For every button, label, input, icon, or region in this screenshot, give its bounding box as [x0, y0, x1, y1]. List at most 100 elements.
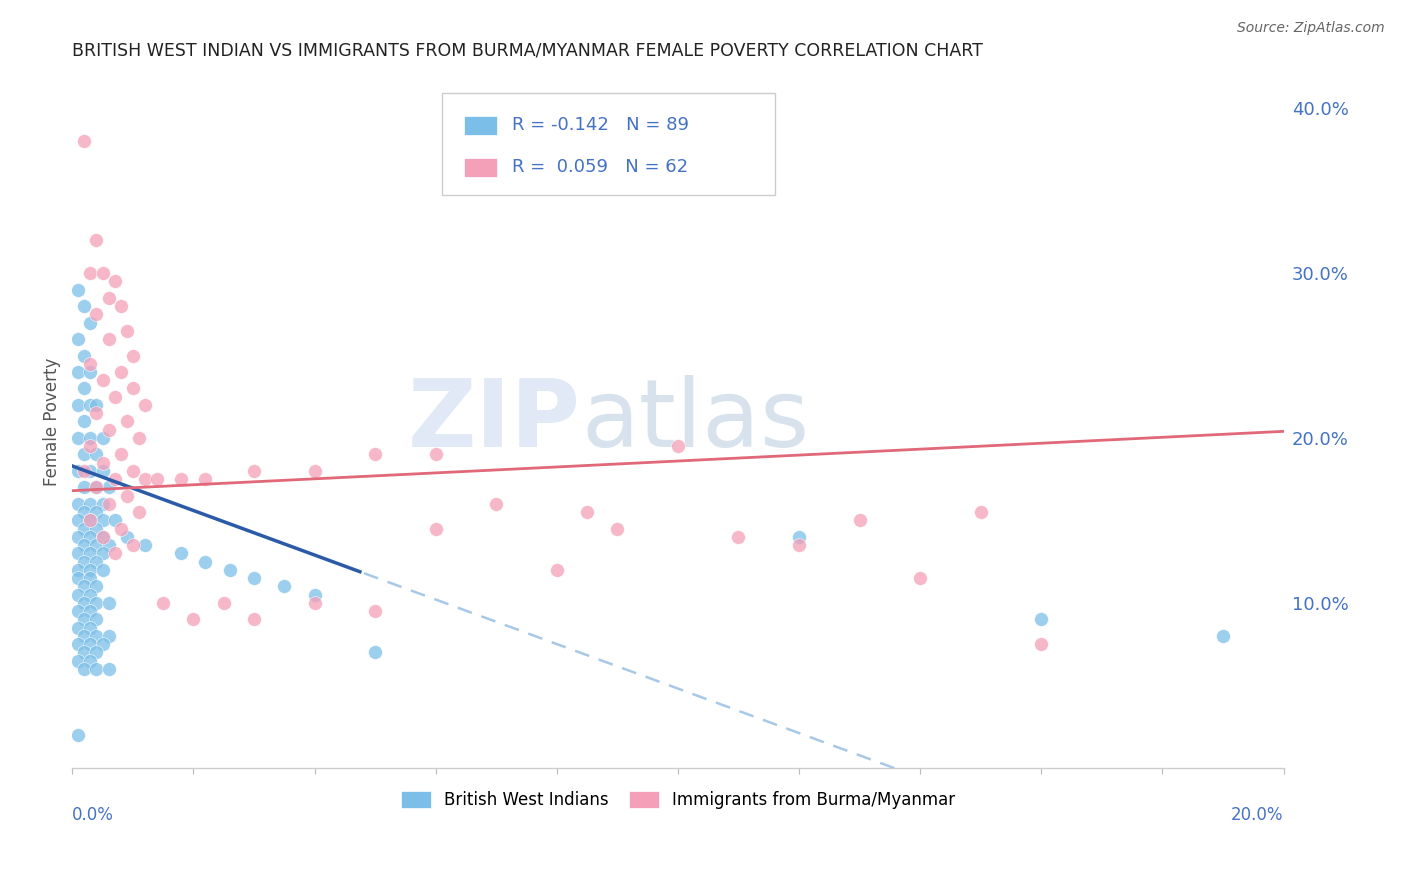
Point [91, 497, 114, 511]
Point [134, 398, 156, 412]
Point [73, 538, 96, 552]
Point [86, 612, 108, 626]
Point [110, 522, 132, 536]
Point [79, 266, 101, 280]
Point [425, 447, 447, 461]
Point [1031, 612, 1053, 626]
Point [79, 571, 101, 585]
Point [79, 497, 101, 511]
Point [86, 398, 108, 412]
Point [97, 629, 120, 643]
Point [273, 579, 295, 593]
Text: ZIP: ZIP [408, 376, 581, 467]
Point [86, 447, 108, 461]
Point [115, 530, 138, 544]
Point [86, 645, 108, 659]
Point [67, 571, 90, 585]
Point [67, 365, 90, 379]
Point [86, 307, 108, 321]
Point [364, 604, 387, 618]
Point [67, 464, 90, 478]
Point [97, 423, 120, 437]
Point [115, 489, 138, 503]
Text: atlas: atlas [581, 376, 810, 467]
Point [97, 596, 120, 610]
FancyBboxPatch shape [464, 116, 498, 136]
Point [364, 645, 387, 659]
Point [485, 497, 508, 511]
Point [73, 522, 96, 536]
Point [67, 563, 90, 577]
Y-axis label: Female Poverty: Female Poverty [44, 358, 60, 485]
Point [97, 291, 120, 305]
Point [67, 530, 90, 544]
Point [1212, 629, 1234, 643]
Point [787, 538, 810, 552]
Point [79, 513, 101, 527]
Point [67, 728, 90, 742]
Point [97, 662, 120, 676]
Point [73, 299, 96, 313]
Point [91, 431, 114, 445]
Point [121, 382, 143, 396]
Point [97, 538, 120, 552]
Text: 20.0%: 20.0% [1232, 805, 1284, 824]
Point [91, 563, 114, 577]
Point [121, 349, 143, 363]
Point [67, 513, 90, 527]
Point [115, 414, 138, 428]
Point [73, 349, 96, 363]
Point [110, 365, 132, 379]
Point [110, 299, 132, 313]
Point [79, 588, 101, 602]
Point [304, 588, 326, 602]
Point [86, 406, 108, 420]
Point [67, 654, 90, 668]
Point [79, 637, 101, 651]
Point [970, 505, 993, 519]
Point [86, 662, 108, 676]
Point [91, 464, 114, 478]
Point [86, 233, 108, 247]
Point [304, 596, 326, 610]
Point [194, 555, 217, 569]
Point [73, 596, 96, 610]
Point [152, 596, 174, 610]
Point [79, 431, 101, 445]
Point [73, 579, 96, 593]
Text: R = -0.142   N = 89: R = -0.142 N = 89 [512, 116, 689, 134]
Point [1031, 637, 1053, 651]
Point [110, 447, 132, 461]
Point [73, 629, 96, 643]
Point [91, 530, 114, 544]
Point [104, 274, 127, 288]
Point [243, 612, 266, 626]
Point [97, 332, 120, 346]
Point [91, 266, 114, 280]
Point [79, 357, 101, 371]
Point [79, 439, 101, 453]
Point [97, 497, 120, 511]
Point [67, 637, 90, 651]
Point [727, 530, 749, 544]
Point [67, 588, 90, 602]
Point [576, 505, 599, 519]
Point [73, 134, 96, 148]
Point [73, 382, 96, 396]
Point [104, 390, 127, 404]
Point [606, 522, 628, 536]
Point [91, 513, 114, 527]
Point [67, 431, 90, 445]
Point [212, 596, 235, 610]
Point [128, 431, 150, 445]
Point [73, 414, 96, 428]
Point [67, 497, 90, 511]
Point [218, 563, 240, 577]
Point [86, 629, 108, 643]
Point [115, 324, 138, 338]
Point [91, 530, 114, 544]
Point [104, 472, 127, 486]
Point [67, 283, 90, 297]
Point [121, 464, 143, 478]
Point [666, 439, 689, 453]
